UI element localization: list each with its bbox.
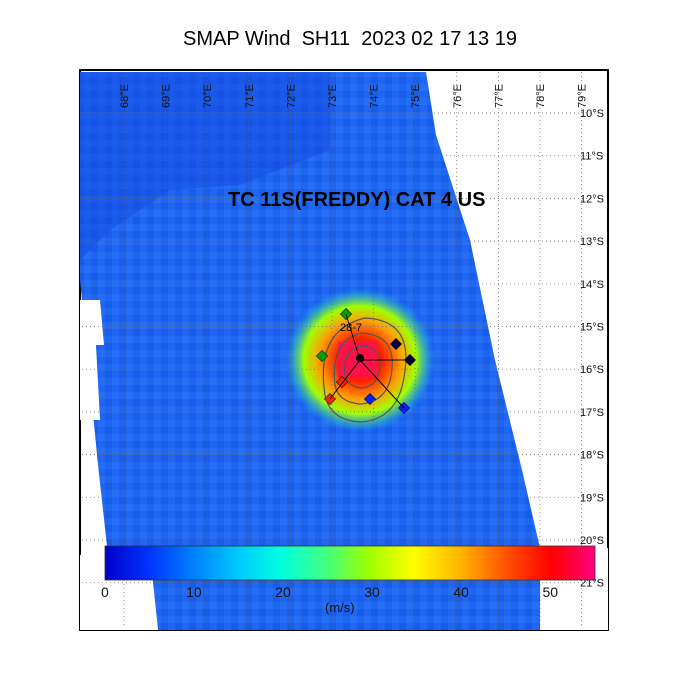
radii-markers bbox=[315, 307, 417, 415]
latitude-labels: 10°S 11°S 12°S 13°S 14°S 15°S 16°S 17°S 18°S 19°S… bbox=[580, 108, 604, 590]
storm-label: TC 11S(FREDDY) CAT 4 US bbox=[228, 189, 486, 211]
lon-label: 73°E bbox=[327, 84, 339, 108]
lon-label: 74°E bbox=[369, 84, 381, 108]
colorbar-unit: (m/s) bbox=[325, 600, 355, 615]
colorbar-tick-label: 40 bbox=[453, 584, 469, 600]
swath-gap-left bbox=[80, 300, 104, 420]
longitude-labels: 68°E 69°E 70°E 71°E 72°E 73°E 74°E 75°E 76°E 77°E… bbox=[119, 84, 589, 108]
storm-annotation: 28-7 bbox=[340, 322, 362, 334]
lon-label: 68°E bbox=[119, 84, 131, 108]
lon-label: 70°E bbox=[202, 84, 214, 108]
colorbar-tick-label: 30 bbox=[364, 584, 380, 600]
lon-label: 69°E bbox=[161, 84, 173, 108]
lon-label: 78°E bbox=[535, 84, 547, 108]
colorbar-tick-label: 10 bbox=[186, 584, 202, 600]
lat-label: 14°S bbox=[580, 279, 604, 291]
lat-label: 15°S bbox=[580, 322, 604, 334]
lon-label: 71°E bbox=[244, 84, 256, 108]
lat-label: 10°S bbox=[580, 108, 604, 120]
lat-label: 11°S bbox=[580, 151, 603, 163]
lat-label: 18°S bbox=[580, 450, 604, 462]
lat-label: 13°S bbox=[580, 236, 604, 248]
lon-label: 75°E bbox=[410, 84, 422, 108]
lat-label: 21°S bbox=[580, 578, 604, 590]
radii-marker bbox=[363, 392, 377, 406]
colorbar bbox=[104, 545, 596, 581]
wind-radii-contours bbox=[322, 317, 407, 423]
radii-marker bbox=[315, 349, 329, 363]
colorbar-tick-label: 0 bbox=[101, 584, 109, 600]
lat-lon-grid bbox=[82, 72, 606, 628]
wind-swath-dark bbox=[80, 72, 330, 260]
radii-spokes bbox=[329, 313, 410, 409]
lon-label: 79°E bbox=[577, 84, 589, 108]
lon-label: 77°E bbox=[493, 84, 505, 108]
lat-label: 17°S bbox=[580, 407, 604, 419]
lat-label: 12°S bbox=[580, 193, 604, 205]
colorbar-tick-label: 50 bbox=[542, 584, 559, 600]
colorbar-tick-label: 20 bbox=[275, 584, 291, 600]
lon-label: 72°E bbox=[285, 84, 297, 108]
radii-marker bbox=[389, 337, 403, 351]
lon-label: 76°E bbox=[452, 84, 464, 108]
lat-label: 20°S bbox=[580, 535, 604, 547]
map-title: SMAP Wind SH11 2023 02 17 13 19 bbox=[183, 28, 517, 50]
lat-label: 19°S bbox=[580, 492, 604, 504]
lat-label: 16°S bbox=[580, 364, 604, 376]
storm-center-marker bbox=[356, 354, 364, 362]
